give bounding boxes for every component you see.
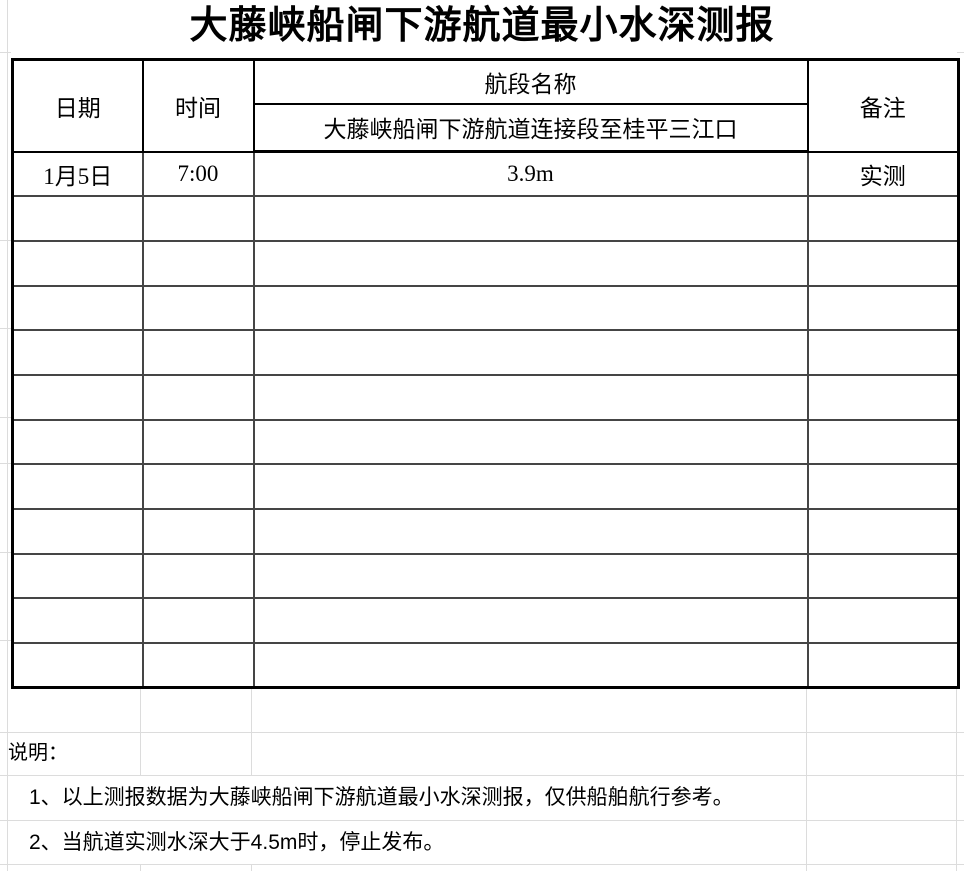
cell-date xyxy=(11,195,144,242)
gridline xyxy=(7,0,8,871)
cell-date xyxy=(11,463,144,510)
gridline xyxy=(0,463,11,464)
table-row xyxy=(11,508,960,555)
gridline xyxy=(0,732,964,733)
depth-report-table: 日期 时间 航段名称 备注 大藤峡船闸下游航道连接段至桂平三江口 1月5日 7:… xyxy=(11,58,960,690)
table-header: 日期 时间 航段名称 备注 大藤峡船闸下游航道连接段至桂平三江口 xyxy=(11,58,960,153)
table-row xyxy=(11,329,960,376)
cell-date: 1月5日 xyxy=(11,150,144,198)
note-item-1: 1、以上测报数据为大藤峡船闸下游航道最小水深测报，仅供船舶航行参考。 xyxy=(29,786,734,809)
gridline xyxy=(0,52,11,53)
cell-time xyxy=(141,195,255,242)
cell-time xyxy=(141,418,255,466)
table-body: 1月5日 7:00 3.9m 实测 xyxy=(11,150,960,689)
table-row xyxy=(11,463,960,510)
cell-depth xyxy=(252,552,809,600)
table-row xyxy=(11,642,960,689)
page-title: 大藤峡船闸下游航道最小水深测报 xyxy=(189,5,775,47)
cell-time xyxy=(141,552,255,600)
cell-date xyxy=(11,597,144,645)
cell-depth: 3.9m xyxy=(252,150,809,198)
gridline xyxy=(956,687,957,871)
cell-remark xyxy=(806,418,960,466)
cell-date xyxy=(11,239,144,287)
cell-time xyxy=(141,284,255,332)
table-row xyxy=(11,552,960,600)
gridline xyxy=(806,687,807,871)
cell-remark xyxy=(806,195,960,242)
header-date: 日期 xyxy=(11,58,144,153)
gridline xyxy=(957,52,964,53)
cell-time xyxy=(141,373,255,421)
cell-remark xyxy=(806,373,960,421)
table-row xyxy=(11,418,960,466)
cell-date xyxy=(11,418,144,466)
cell-depth xyxy=(252,597,809,645)
gridline xyxy=(0,417,11,418)
gridline xyxy=(0,775,964,776)
cell-date xyxy=(11,508,144,555)
notes-label: 说明： xyxy=(8,742,68,764)
table-row xyxy=(11,373,960,421)
table-row xyxy=(11,239,960,287)
cell-depth xyxy=(252,642,809,689)
gridline xyxy=(251,687,252,775)
header-segment-name: 大藤峡船闸下游航道连接段至桂平三江口 xyxy=(252,102,809,153)
cell-depth xyxy=(252,373,809,421)
table-row xyxy=(11,195,960,242)
cell-time xyxy=(141,463,255,510)
cell-remark xyxy=(806,597,960,645)
header-time: 时间 xyxy=(141,58,255,153)
cell-remark xyxy=(806,508,960,555)
gridline xyxy=(0,552,11,553)
cell-remark xyxy=(806,642,960,689)
note-item-2: 2、当航道实测水深大于4.5m时，停止发布。 xyxy=(29,831,445,854)
cell-time: 7:00 xyxy=(141,150,255,198)
table-row: 1月5日 7:00 3.9m 实测 xyxy=(11,150,960,198)
gridline xyxy=(0,820,964,821)
header-segment-group: 航段名称 xyxy=(252,58,809,105)
cell-remark xyxy=(806,463,960,510)
table-row xyxy=(11,284,960,332)
gridline xyxy=(140,687,141,775)
cell-remark: 实测 xyxy=(806,150,960,198)
cell-time xyxy=(141,642,255,689)
gridline xyxy=(140,864,141,871)
cell-remark xyxy=(806,239,960,287)
gridline xyxy=(0,328,11,329)
gridline xyxy=(0,864,964,865)
cell-depth xyxy=(252,239,809,287)
cell-time xyxy=(141,597,255,645)
cell-time xyxy=(141,239,255,287)
cell-depth xyxy=(252,463,809,510)
cell-remark xyxy=(806,284,960,332)
cell-depth xyxy=(252,195,809,242)
cell-time xyxy=(141,508,255,555)
gridline xyxy=(251,864,252,871)
cell-date xyxy=(11,642,144,689)
gridline xyxy=(0,240,11,241)
cell-date xyxy=(11,284,144,332)
table-row xyxy=(11,597,960,645)
cell-depth xyxy=(252,418,809,466)
cell-depth xyxy=(252,284,809,332)
cell-depth xyxy=(252,508,809,555)
cell-date xyxy=(11,373,144,421)
header-remark: 备注 xyxy=(806,58,960,153)
gridline xyxy=(0,640,11,641)
cell-time xyxy=(141,329,255,376)
cell-date xyxy=(11,329,144,376)
cell-date xyxy=(11,552,144,600)
cell-depth xyxy=(252,329,809,376)
cell-remark xyxy=(806,552,960,600)
cell-remark xyxy=(806,329,960,376)
